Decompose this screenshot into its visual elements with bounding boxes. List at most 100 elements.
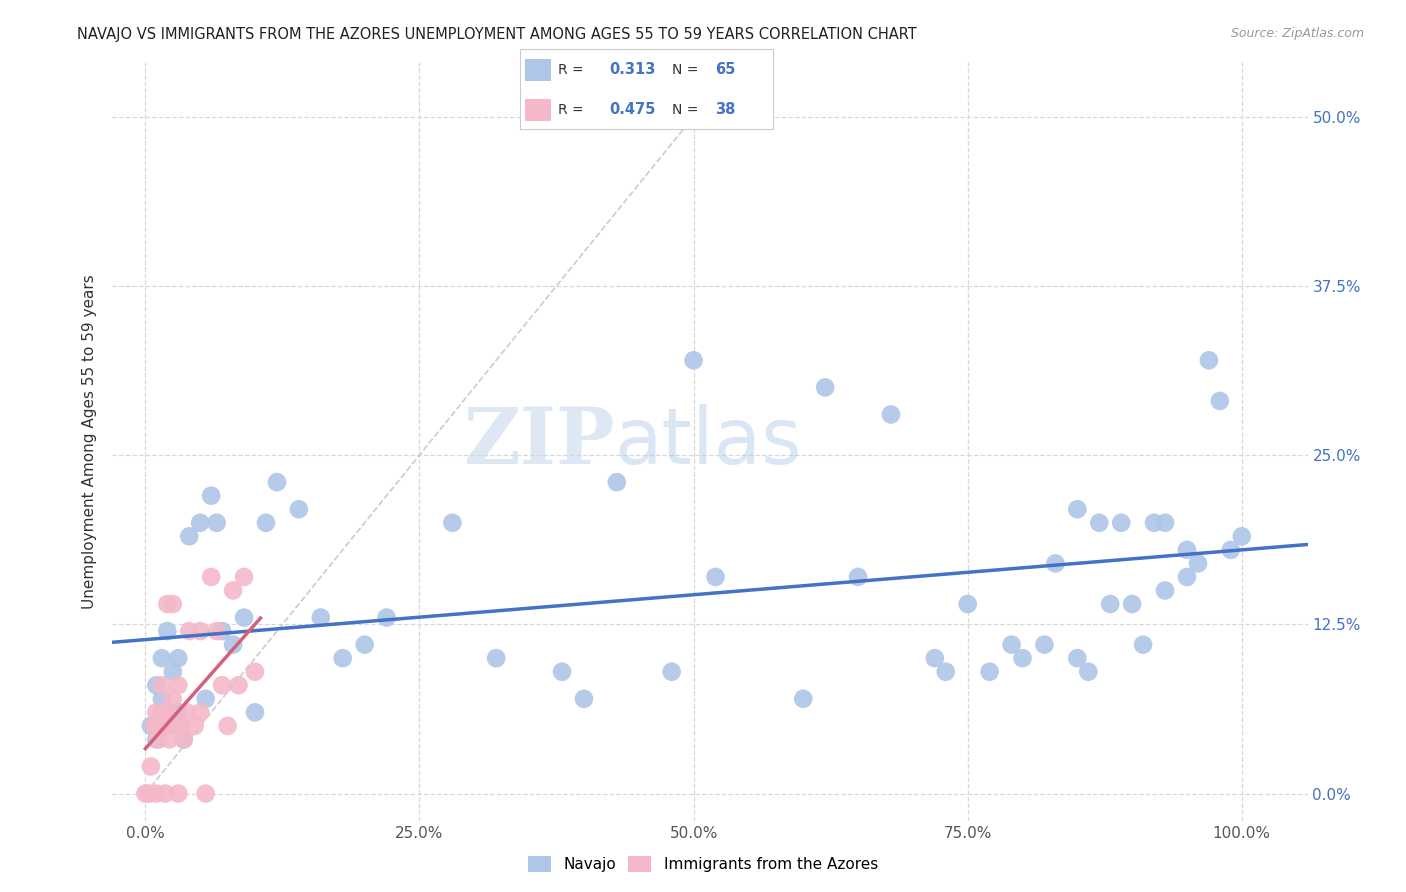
Text: 38: 38 [716,103,735,117]
Point [1000,638,1022,652]
Point [956,597,979,611]
Point [170,719,193,733]
Point [139,719,162,733]
Text: 0.475: 0.475 [609,103,655,117]
Point [266,475,288,490]
Point [148,732,170,747]
Point [156,624,179,639]
Point [153,787,176,801]
Text: N =: N = [672,103,703,117]
Point [1175,542,1198,557]
Point [134,787,156,801]
Point [139,759,162,773]
Point [156,706,179,720]
Point [243,706,266,720]
Point [145,732,167,747]
Point [179,624,201,639]
Point [162,665,184,679]
Text: ZIP: ZIP [463,403,614,480]
Point [1198,353,1220,368]
Point [156,597,179,611]
Point [254,516,277,530]
Point [309,610,332,624]
Point [704,570,727,584]
Point [200,570,222,584]
Point [1011,651,1033,665]
Point [211,678,233,692]
Point [156,719,179,733]
Point [188,706,211,720]
Point [150,691,173,706]
Point [243,665,266,679]
Point [814,380,837,394]
Point [167,706,190,720]
Point [148,719,170,733]
Point [485,651,508,665]
Point [1187,557,1209,571]
Legend: Navajo, Immigrants from the Azores: Navajo, Immigrants from the Azores [520,848,886,880]
Point [162,691,184,706]
Point [935,665,957,679]
Point [288,502,311,516]
Point [145,787,167,801]
Point [1154,583,1177,598]
Point [167,678,190,692]
Point [792,691,814,706]
Point [228,678,250,692]
Point [1077,665,1099,679]
Point [572,691,595,706]
Point [217,719,239,733]
Point [1109,516,1132,530]
Point [1132,638,1154,652]
Text: NAVAJO VS IMMIGRANTS FROM THE AZORES UNEMPLOYMENT AMONG AGES 55 TO 59 YEARS CORR: NAVAJO VS IMMIGRANTS FROM THE AZORES UNE… [77,27,917,42]
Point [233,570,256,584]
Point [924,651,946,665]
Bar [526,99,551,121]
Point [205,624,228,639]
Point [176,706,198,720]
Text: 65: 65 [716,62,735,77]
Point [880,408,903,422]
Point [167,719,190,733]
Point [1154,516,1177,530]
Point [152,719,174,733]
Text: R =: R = [558,103,588,117]
Text: N =: N = [672,62,703,77]
Point [1045,557,1067,571]
Point [150,706,173,720]
Point [1219,542,1241,557]
Point [194,787,217,801]
Point [188,516,211,530]
Point [1099,597,1122,611]
Point [661,665,683,679]
Y-axis label: Unemployment Among Ages 55 to 59 years: Unemployment Among Ages 55 to 59 years [82,274,97,609]
Point [143,719,166,733]
Text: atlas: atlas [614,403,801,480]
Point [375,610,398,624]
Text: 0.313: 0.313 [609,62,655,77]
Bar [526,59,551,81]
Point [179,529,201,543]
Point [159,732,181,747]
Point [200,489,222,503]
Point [188,624,211,639]
Text: Source: ZipAtlas.com: Source: ZipAtlas.com [1230,27,1364,40]
Point [167,787,190,801]
Point [979,665,1001,679]
Point [353,638,375,652]
Point [441,516,464,530]
Point [1143,516,1166,530]
Point [150,678,173,692]
Point [167,651,190,665]
Point [222,583,245,598]
Point [233,610,256,624]
Point [1088,516,1111,530]
Point [606,475,628,490]
Point [682,353,704,368]
Point [156,719,179,733]
Point [183,719,205,733]
Point [173,732,195,747]
Point [150,651,173,665]
Point [1121,597,1143,611]
Text: R =: R = [558,62,588,77]
